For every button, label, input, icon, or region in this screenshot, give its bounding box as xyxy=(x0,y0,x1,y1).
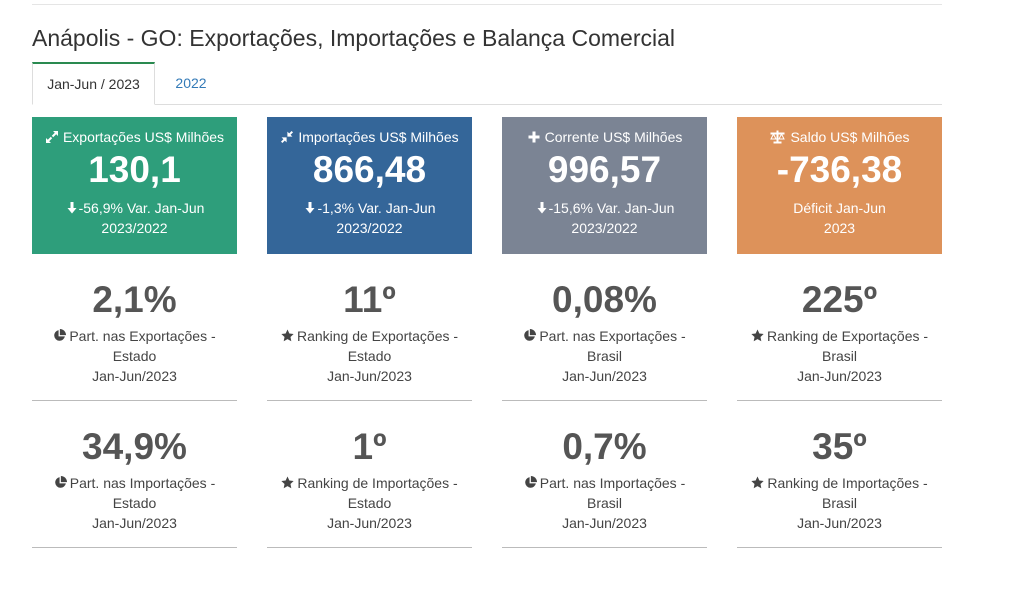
stat-label: Part. nas Exportações - xyxy=(539,328,686,344)
top-divider xyxy=(32,4,942,5)
stat-period: Jan-Jun/2023 xyxy=(797,515,882,531)
stat-label: Part. nas Exportações - xyxy=(69,328,216,344)
tab-2022[interactable]: 2022 xyxy=(175,75,207,91)
star-icon xyxy=(281,476,294,489)
card-label: Saldo US$ Milhões xyxy=(790,129,910,145)
stat-period: Jan-Jun/2023 xyxy=(562,368,647,384)
arrow-down-icon xyxy=(535,201,549,215)
star-icon xyxy=(751,476,764,489)
stat-period: Jan-Jun/2023 xyxy=(797,368,882,384)
stat-exports-ranking-brazil: 225º Ranking de Exportações - Brasil Jan… xyxy=(737,278,942,401)
stat-label: Ranking de Importações - xyxy=(767,475,928,491)
balance-card: Saldo US$ Milhões -736,38 Déficit Jan-Ju… xyxy=(737,117,942,254)
stat-scope: Estado xyxy=(347,348,392,364)
card-variation: -15,6% Var. Jan-Jun xyxy=(548,200,675,216)
card-label: Exportações US$ Milhões xyxy=(62,129,225,145)
compress-arrows-icon xyxy=(280,130,294,144)
stat-imports-share-brazil: 0,7% Part. nas Importações - Brasil Jan-… xyxy=(502,425,707,548)
current-card: Corrente US$ Milhões 996,57 -15,6% Var. … xyxy=(502,117,707,254)
exports-card: Exportações US$ Milhões 130,1 -56,9% Var… xyxy=(32,117,237,254)
card-variation: -56,9% Var. Jan-Jun xyxy=(78,200,205,216)
stat-label: Ranking de Exportações - xyxy=(766,328,929,344)
balance-scale-icon xyxy=(769,130,786,144)
pie-chart-icon xyxy=(53,329,67,342)
stat-scope: Brasil xyxy=(586,495,622,511)
expand-arrows-icon xyxy=(45,130,59,144)
arrow-down-icon xyxy=(65,201,79,215)
stat-scope: Estado xyxy=(347,495,392,511)
stat-imports-share-state: 34,9% Part. nas Importações - Estado Jan… xyxy=(32,425,237,548)
stat-label: Ranking de Exportações - xyxy=(296,328,459,344)
arrow-down-icon xyxy=(303,201,317,215)
page-title: Anápolis - GO: Exportações, Importações … xyxy=(32,25,676,51)
card-variation: -1,3% Var. Jan-Jun xyxy=(317,200,436,216)
star-icon xyxy=(751,329,764,342)
pie-chart-icon xyxy=(523,329,537,342)
card-label: Corrente US$ Milhões xyxy=(544,129,683,145)
period-tabs: Jan-Jun / 2023 2022 xyxy=(32,62,942,105)
stat-exports-share-state: 2,1% Part. nas Exportações - Estado Jan-… xyxy=(32,278,237,401)
stat-label: Ranking de Importações - xyxy=(297,475,458,491)
stat-value: 2,1% xyxy=(92,279,177,320)
card-period: 2023/2022 xyxy=(336,220,403,236)
stat-period: Jan-Jun/2023 xyxy=(562,515,647,531)
stat-value: 225º xyxy=(801,279,878,320)
card-value: 996,57 xyxy=(547,149,662,190)
stat-value: 11º xyxy=(343,279,396,320)
card-value: 866,48 xyxy=(312,149,427,190)
stat-exports-ranking-state: 11º Ranking de Exportações - Estado Jan-… xyxy=(267,278,472,401)
stat-period: Jan-Jun/2023 xyxy=(327,515,412,531)
stat-imports-ranking-state: 1º Ranking de Importações - Estado Jan-J… xyxy=(267,425,472,548)
stat-period: Jan-Jun/2023 xyxy=(92,515,177,531)
stat-period: Jan-Jun/2023 xyxy=(327,368,412,384)
card-value: 130,1 xyxy=(88,149,181,190)
stat-scope: Brasil xyxy=(821,348,857,364)
stat-period: Jan-Jun/2023 xyxy=(92,368,177,384)
card-label: Importações US$ Milhões xyxy=(298,129,459,145)
plus-icon xyxy=(527,130,541,144)
card-variation: Déficit Jan-Jun xyxy=(793,200,886,216)
stat-imports-ranking-brazil: 35º Ranking de Importações - Brasil Jan-… xyxy=(737,425,942,548)
pie-chart-icon xyxy=(524,476,537,489)
tab-jan-jun-2023[interactable]: Jan-Jun / 2023 xyxy=(32,62,155,105)
stat-value: 0,7% xyxy=(562,426,647,467)
card-period: 2023/2022 xyxy=(571,220,638,236)
stat-value: 1º xyxy=(352,426,387,467)
stat-label: Part. nas Importações - xyxy=(69,475,216,491)
card-period: 2023/2022 xyxy=(101,220,168,236)
card-value: -736,38 xyxy=(776,149,903,190)
stat-exports-share-brazil: 0,08% Part. nas Exportações - Brasil Jan… xyxy=(502,278,707,401)
pie-chart-icon xyxy=(54,476,67,489)
card-period: 2023 xyxy=(823,220,856,236)
stat-value: 0,08% xyxy=(552,279,657,320)
stat-label: Part. nas Importações - xyxy=(539,475,686,491)
stat-value: 35º xyxy=(812,426,867,467)
stat-value: 34,9% xyxy=(82,426,187,467)
stat-scope: Brasil xyxy=(586,348,622,364)
stat-scope: Brasil xyxy=(821,495,857,511)
imports-card: Importações US$ Milhões 866,48 -1,3% Var… xyxy=(267,117,472,254)
stat-scope: Estado xyxy=(112,348,157,364)
star-icon xyxy=(281,329,294,342)
stat-scope: Estado xyxy=(112,495,157,511)
